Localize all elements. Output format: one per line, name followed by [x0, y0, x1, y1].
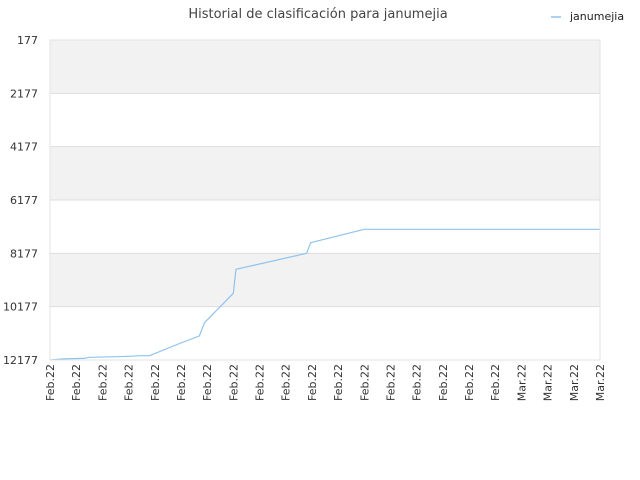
x-tick-label: Feb.22	[411, 364, 424, 401]
plot-band	[50, 146, 600, 200]
x-tick-label: Feb.22	[96, 364, 109, 401]
legend: janumejia	[551, 10, 624, 23]
x-tick-label: Mar.22	[568, 364, 581, 401]
y-tick-label: 10177	[3, 301, 38, 314]
y-tick-label: 2177	[10, 87, 38, 100]
y-tick-label: 8177	[10, 247, 38, 260]
x-tick-label: Feb.22	[358, 364, 371, 401]
plot-band	[50, 306, 600, 360]
x-tick-label: Feb.22	[384, 364, 397, 401]
x-tick-label: Feb.22	[70, 364, 83, 401]
x-tick-label: Feb.22	[306, 364, 319, 401]
grid-lines	[50, 39, 600, 361]
x-axis-ticks: Feb.22 Feb.22 Feb.22 Feb.22 Feb.22 Feb.22 Feb.…	[44, 364, 607, 401]
x-tick-label: Mar.22	[515, 364, 528, 401]
x-tick-label: Feb.22	[175, 364, 188, 401]
x-tick-label: Feb.22	[201, 364, 214, 401]
y-tick-label: 4177	[10, 141, 38, 154]
x-tick-label: Mar.22	[594, 364, 607, 401]
x-tick-label: Feb.22	[332, 364, 345, 401]
x-tick-label: Feb.22	[123, 364, 136, 401]
x-tick-label: Feb.22	[254, 364, 267, 401]
series-layer	[49, 228, 600, 361]
plot-band	[50, 40, 600, 94]
x-tick-label: Mar.22	[542, 364, 555, 401]
legend-label: janumejia	[569, 10, 624, 23]
plot-bands	[50, 40, 600, 360]
x-tick-label: Feb.22	[489, 364, 502, 401]
plot-band	[50, 93, 600, 147]
plot-frame	[49, 39, 601, 361]
x-tick-label: Feb.22	[44, 364, 57, 401]
chart-title: Historial de clasificación para janumeji…	[188, 7, 447, 22]
y-axis-ticks: 177 2177 4177 6177 8177 10177 12177	[3, 34, 38, 367]
y-tick-label: 6177	[10, 194, 38, 207]
x-tick-label: Feb.22	[437, 364, 450, 401]
x-tick-label: Feb.22	[463, 364, 476, 401]
x-tick-label: Feb.22	[280, 364, 293, 401]
y-tick-label: 12177	[3, 354, 38, 367]
plot-band	[50, 200, 600, 254]
x-tick-label: Feb.22	[227, 364, 240, 401]
x-tick-label: Feb.22	[149, 364, 162, 401]
series-line-0	[49, 228, 600, 361]
y-tick-label: 177	[17, 34, 38, 47]
plot-band	[50, 253, 600, 307]
